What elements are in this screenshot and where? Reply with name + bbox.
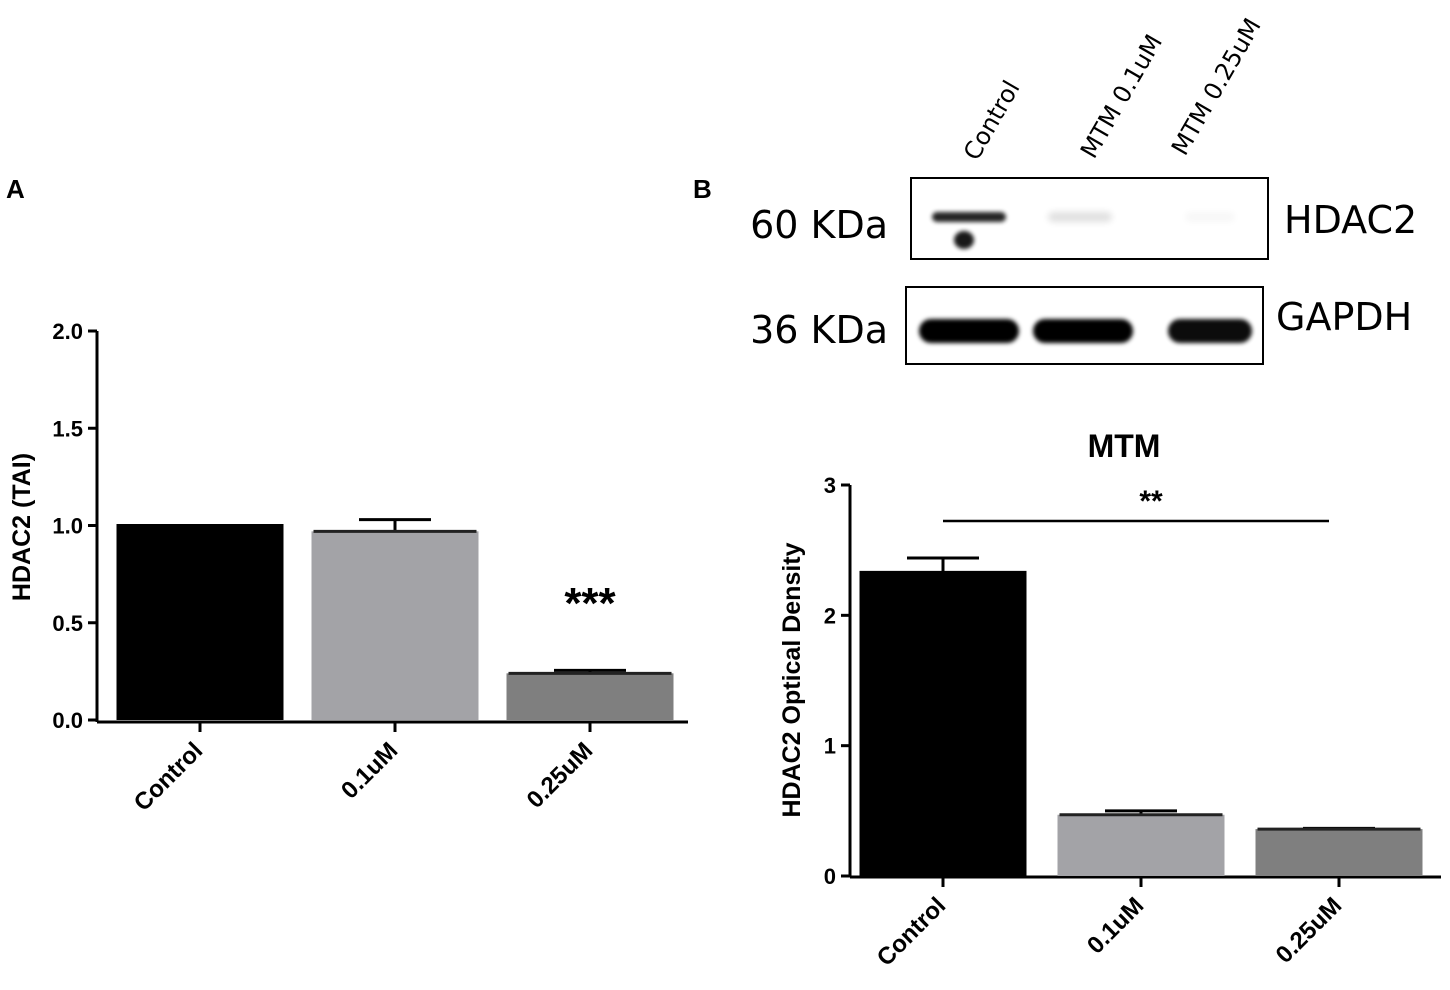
gapdh-band-1 xyxy=(919,319,1019,343)
chart-b-significance-stars: ** xyxy=(1139,485,1163,518)
lane-label-mtm-0-25: MTM 0.25uM xyxy=(1166,13,1267,160)
chart-a-category-label: 0.25uM xyxy=(522,737,599,814)
chart-b-bar-1 xyxy=(859,572,1027,876)
chart-b-title: MTM xyxy=(1088,428,1161,464)
chart-a-y-tick-label: 0.5 xyxy=(52,611,83,636)
chart-b-plot: 0 1 2 3 Control 0.1uM 0.25uM ** xyxy=(824,473,1441,972)
chart-b-bar-2 xyxy=(1057,814,1225,876)
lane-label-mtm-0-1: MTM 0.1uM xyxy=(1075,30,1168,163)
panel-letter-a: A xyxy=(6,174,25,204)
hdac2-protein-label: HDAC2 xyxy=(1284,198,1417,242)
chart-b-y-tick-label: 2 xyxy=(824,603,836,628)
chart-a-y-axis-label: HDAC2 (TAI) xyxy=(8,453,36,601)
gapdh-mw-label: 36 KDa xyxy=(750,308,888,352)
hdac2-band-3 xyxy=(1185,212,1235,222)
chart-a-bar-3 xyxy=(506,673,674,720)
chart-a-y-tick-label: 1.5 xyxy=(52,416,83,441)
lane-label-control: Control xyxy=(958,76,1026,165)
chart-a-y-tick-label: 0.0 xyxy=(52,708,83,733)
chart-b: MTM HDAC2 Optical Density 0 1 2 3 Control 0.1… xyxy=(778,428,1441,972)
chart-b-category-label: 0.1uM xyxy=(1082,892,1149,959)
hdac2-band-1 xyxy=(932,212,1006,222)
chart-b-y-tick-label: 0 xyxy=(824,864,836,889)
chart-a-significance-stars: *** xyxy=(564,579,616,628)
hdac2-blot-spot xyxy=(954,231,974,249)
hdac2-mw-label: 60 KDa xyxy=(750,203,888,247)
chart-b-y-tick-label: 1 xyxy=(824,734,836,759)
chart-b-category-label: Control xyxy=(872,892,951,971)
chart-a-bar-1 xyxy=(116,525,284,720)
gapdh-band-3 xyxy=(1168,319,1252,343)
chart-a-y-tick-label: 2.0 xyxy=(52,319,83,344)
chart-b-category-label: 0.25uM xyxy=(1271,892,1348,969)
gapdh-band-2 xyxy=(1033,319,1133,343)
chart-a-plot: 0.0 0.5 1.0 1.5 2.0 Control 0.1uM 0.25uM *** xyxy=(52,319,688,817)
gapdh-bands xyxy=(919,319,1252,343)
chart-a-y-tick-label: 1.0 xyxy=(52,514,83,539)
chart-a-category-label: 0.1uM xyxy=(336,737,403,804)
western-blot: Control MTM 0.1uM MTM 0.25uM 60 KDa HDAC… xyxy=(750,13,1417,365)
chart-b-bar-3 xyxy=(1255,829,1423,876)
chart-a-category-label: Control xyxy=(129,737,208,816)
chart-b-y-tick-label: 3 xyxy=(824,473,836,498)
hdac2-bands xyxy=(932,212,1235,249)
panel-letter-b: B xyxy=(693,174,712,204)
chart-b-y-axis-label: HDAC2 Optical Density xyxy=(778,542,806,817)
chart-a-bar-2 xyxy=(311,531,479,720)
gapdh-protein-label: GAPDH xyxy=(1276,295,1412,339)
hdac2-band-2 xyxy=(1048,212,1112,222)
